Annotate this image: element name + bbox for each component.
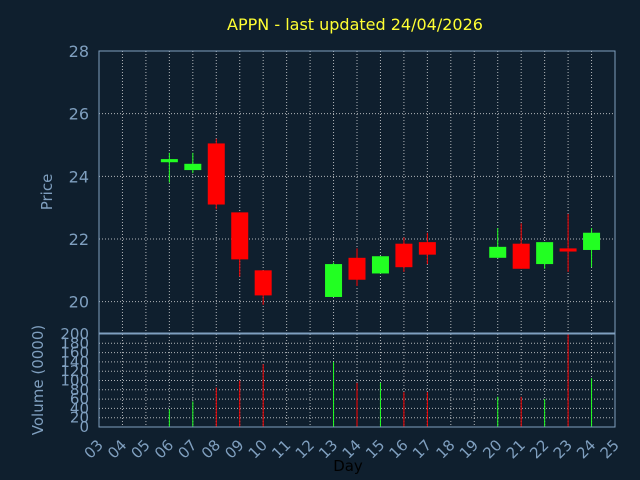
candle-body <box>371 256 389 274</box>
x-axis-label: Day <box>333 457 363 475</box>
candle-body <box>184 163 202 171</box>
volume-tick-label: 0 <box>79 418 89 436</box>
candle-body <box>160 159 178 163</box>
price-tick-label: 20 <box>69 293 89 312</box>
volume-tick-label: 40 <box>70 399 89 417</box>
chart-title: APPN - last updated 24/04/2026 <box>227 15 483 34</box>
candle-body <box>583 232 601 250</box>
candle-body <box>489 246 507 258</box>
candle-body <box>348 257 366 280</box>
candle-body <box>231 212 249 260</box>
volume-tick-label: 60 <box>70 390 89 408</box>
volume-tick-label: 180 <box>60 334 89 352</box>
price-tick-label: 26 <box>69 105 89 124</box>
volume-tick-label: 20 <box>70 409 89 427</box>
volume-plot-frame <box>98 333 616 428</box>
price-tick-labels: 20 22 24 26 28 <box>69 42 89 312</box>
candles-layer <box>160 138 601 305</box>
candle-body <box>418 242 436 255</box>
volume-axis-label: Volume (0000) <box>29 325 47 435</box>
volume-tick-label: 160 <box>60 344 89 362</box>
candle-body <box>559 248 577 252</box>
volume-tick-label: 100 <box>60 372 89 390</box>
candle-body <box>254 270 272 296</box>
price-tick-label: 22 <box>69 230 89 249</box>
candle-body <box>536 242 554 265</box>
volume-tick-label: 140 <box>60 353 89 371</box>
price-plot-frame <box>98 50 616 334</box>
volume-tick-label: 200 <box>60 325 89 343</box>
volume-bars-layer <box>168 334 593 427</box>
volume-tick-label: 80 <box>70 381 89 399</box>
candle-body <box>207 143 225 205</box>
price-tick-label: 28 <box>69 42 89 61</box>
candle-body <box>512 243 530 269</box>
candle-body <box>325 264 343 297</box>
y-axis-label: Price <box>38 174 56 211</box>
price-tick-label: 24 <box>69 167 89 186</box>
volume-tick-label: 120 <box>60 362 89 380</box>
candle-body <box>395 243 413 268</box>
